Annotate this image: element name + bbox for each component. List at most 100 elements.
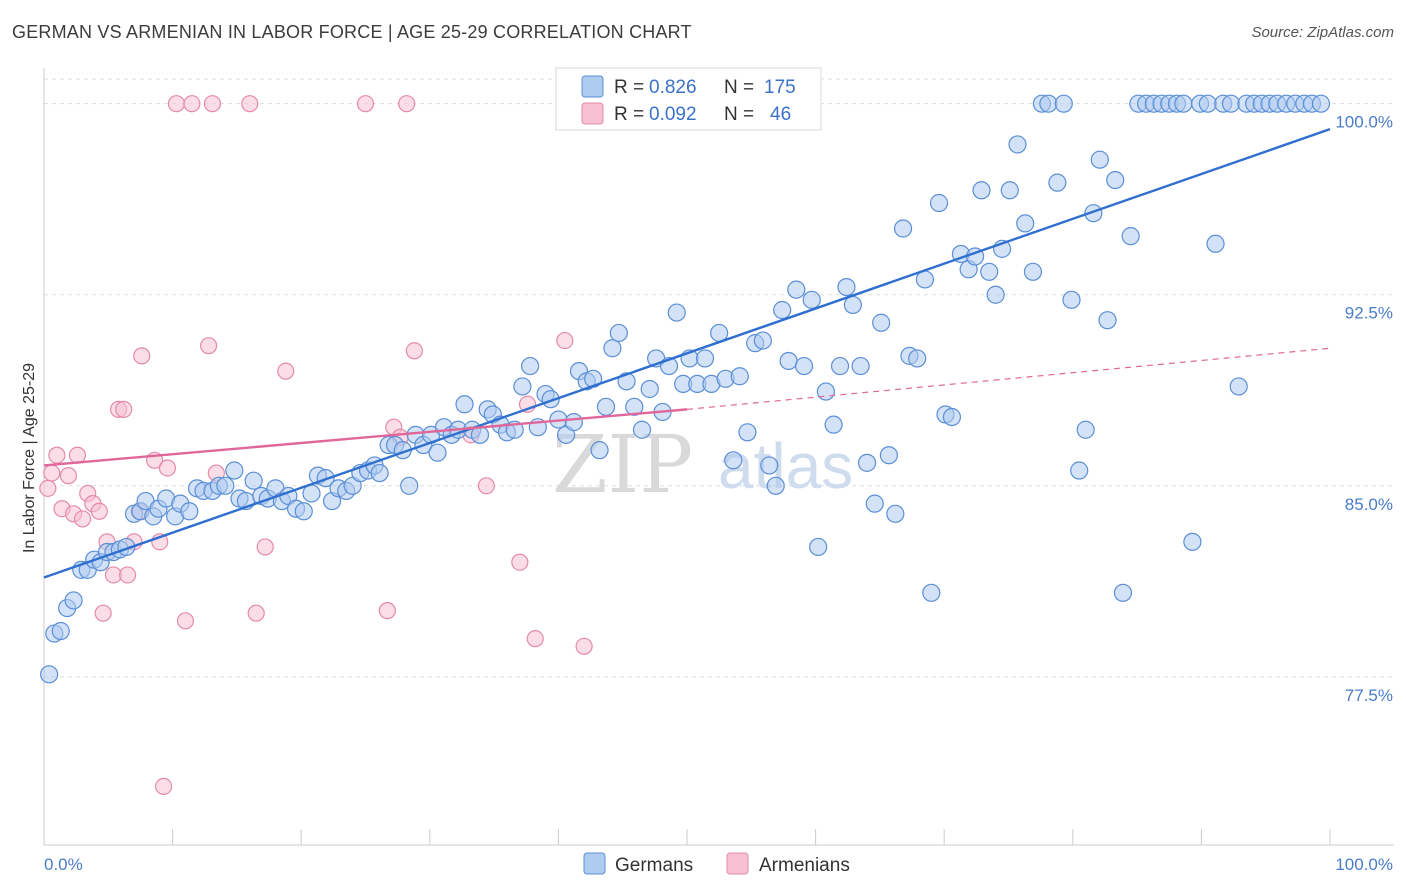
data-point xyxy=(773,300,792,320)
legend-n-label-germans: N = xyxy=(724,77,754,98)
data-point xyxy=(256,538,274,556)
data-point xyxy=(154,777,173,796)
axes xyxy=(43,68,1394,846)
data-point xyxy=(158,459,177,477)
data-point xyxy=(51,621,70,641)
data-point xyxy=(73,510,92,528)
y-tick-labels: 77.5% 85.0% 92.5% 100.0% xyxy=(1335,113,1393,705)
data-point xyxy=(695,349,715,368)
data-point xyxy=(216,476,235,495)
data-point xyxy=(1221,94,1241,113)
data-point xyxy=(244,471,263,490)
data-point xyxy=(980,262,999,281)
data-point xyxy=(802,290,821,309)
data-point xyxy=(738,423,757,442)
data-point xyxy=(1206,234,1225,253)
trend-line-germans xyxy=(43,128,1331,579)
data-point xyxy=(115,400,133,418)
data-point xyxy=(1090,150,1109,169)
data-point xyxy=(1076,420,1095,439)
legend-swatch-germans xyxy=(581,75,604,98)
data-point xyxy=(809,537,828,557)
data-point xyxy=(398,95,416,113)
data-point xyxy=(1016,214,1035,233)
data-point xyxy=(908,349,927,368)
legend-r-value-armenians: 0.092 xyxy=(649,104,697,125)
data-point xyxy=(886,504,905,523)
trend-line-armenians-extension xyxy=(686,347,1331,410)
y-tick-label: 77.5% xyxy=(1345,686,1393,705)
data-point xyxy=(526,630,544,648)
data-point xyxy=(1229,377,1248,396)
data-point xyxy=(294,502,313,521)
data-point xyxy=(625,397,644,416)
x-tick-label: 100.0% xyxy=(1335,855,1393,874)
data-point xyxy=(400,476,419,495)
bottom-legend-swatch-germans xyxy=(583,852,606,875)
data-point xyxy=(590,441,609,460)
germans-points xyxy=(40,94,1331,684)
bottom-legend: Germans Armenians xyxy=(583,852,850,876)
data-point xyxy=(640,379,659,399)
data-point xyxy=(929,193,949,213)
data-point xyxy=(609,323,628,343)
data-point xyxy=(575,637,593,655)
data-point xyxy=(241,95,259,113)
data-point xyxy=(90,502,108,520)
legend-n-value-armenians: 46 xyxy=(770,104,791,125)
data-point xyxy=(1113,583,1133,602)
data-point xyxy=(48,446,66,464)
data-point xyxy=(879,446,899,465)
data-point xyxy=(632,420,652,439)
data-point xyxy=(64,591,83,610)
data-point xyxy=(779,351,798,371)
bottom-legend-swatch-armenians xyxy=(726,852,749,875)
data-point xyxy=(972,181,991,200)
data-point xyxy=(118,566,137,584)
data-point xyxy=(986,285,1005,304)
data-point xyxy=(556,331,574,350)
data-point xyxy=(942,407,962,427)
data-point xyxy=(760,456,779,475)
trend-line-armenians xyxy=(43,408,688,467)
data-point xyxy=(133,347,151,365)
data-point xyxy=(428,443,447,462)
data-point xyxy=(277,362,295,380)
data-point xyxy=(247,604,265,622)
data-point xyxy=(1062,290,1081,309)
x-tick-label: 0.0% xyxy=(44,855,83,874)
data-point xyxy=(1039,94,1058,113)
data-point xyxy=(753,331,772,350)
watermark: ZIP atlas xyxy=(552,418,853,511)
data-point xyxy=(225,461,244,480)
bottom-legend-armenians: Armenians xyxy=(759,855,850,876)
data-point xyxy=(564,413,583,432)
data-point xyxy=(824,415,843,434)
data-point xyxy=(766,476,785,495)
data-point xyxy=(1106,170,1125,190)
data-point xyxy=(922,583,941,602)
data-point xyxy=(1174,94,1193,113)
data-point xyxy=(1311,94,1331,113)
data-point xyxy=(370,463,389,483)
data-point xyxy=(378,602,396,620)
data-point xyxy=(511,553,529,571)
legend-r-label-armenians: R = xyxy=(614,104,644,125)
data-point xyxy=(667,303,686,322)
data-point xyxy=(405,342,423,360)
data-point xyxy=(872,313,891,332)
data-point xyxy=(1098,311,1117,330)
data-point xyxy=(893,219,913,238)
data-point xyxy=(356,95,375,113)
data-point xyxy=(94,604,112,622)
data-point xyxy=(180,502,199,521)
data-point xyxy=(596,397,616,416)
trend-lines xyxy=(43,128,1331,579)
data-point xyxy=(843,295,862,315)
legend-n-label-armenians: N = xyxy=(724,104,754,125)
data-point xyxy=(730,367,749,386)
data-point xyxy=(40,665,59,684)
data-point xyxy=(816,382,835,401)
legend-r-value-germans: 0.826 xyxy=(649,77,697,98)
